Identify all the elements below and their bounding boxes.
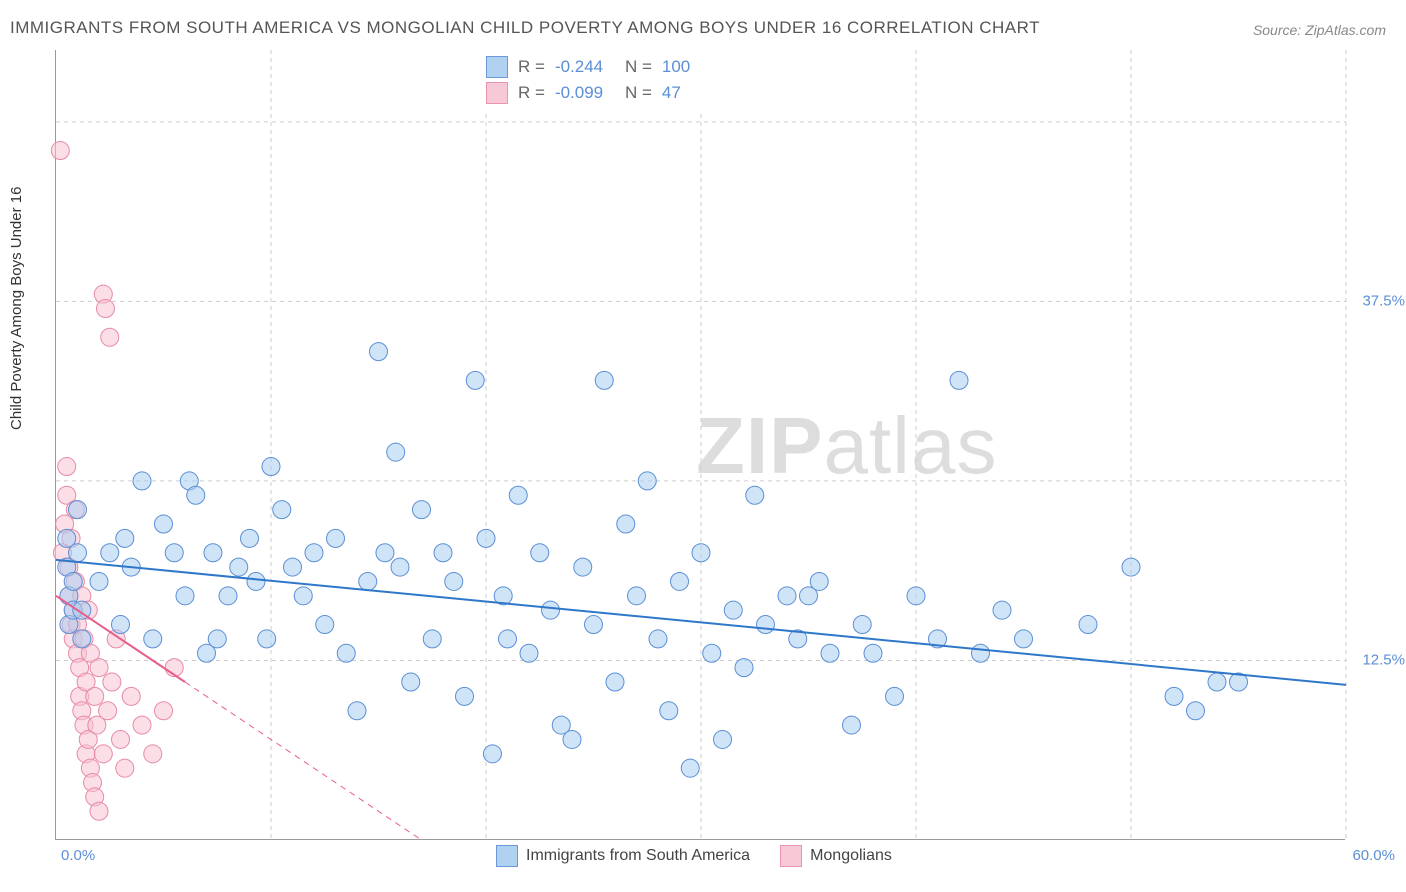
- swatch-pink-2: [780, 845, 802, 867]
- stats-row-blue: R = -0.244 N = 100: [486, 54, 722, 80]
- source-attribution: Source: ZipAtlas.com: [1253, 22, 1386, 38]
- r-label-2: R =: [518, 83, 545, 103]
- x-tick-label-min: 0.0%: [61, 847, 95, 864]
- chart-title: IMMIGRANTS FROM SOUTH AMERICA VS MONGOLI…: [10, 18, 1040, 38]
- scatter-svg: [56, 50, 1345, 839]
- chart-plot-area: ZIPatlas R = -0.244 N = 100 R = -0.099 N…: [55, 50, 1345, 840]
- legend-label-blue: Immigrants from South America: [526, 847, 750, 865]
- bottom-legend: Immigrants from South America Mongolians: [496, 845, 892, 867]
- n-value-pink: 47: [662, 83, 722, 103]
- n-value-blue: 100: [662, 57, 722, 77]
- swatch-blue-2: [496, 845, 518, 867]
- r-value-pink: -0.099: [555, 83, 615, 103]
- y-tick-label: 12.5%: [1350, 652, 1405, 669]
- stats-legend-box: R = -0.244 N = 100 R = -0.099 N = 47: [476, 50, 732, 110]
- r-value-blue: -0.244: [555, 57, 615, 77]
- y-tick-label: 37.5%: [1350, 293, 1405, 310]
- swatch-blue: [486, 56, 508, 78]
- r-label: R =: [518, 57, 545, 77]
- y-axis-label: Child Poverty Among Boys Under 16: [8, 187, 25, 430]
- n-label: N =: [625, 57, 652, 77]
- n-label-2: N =: [625, 83, 652, 103]
- swatch-pink: [486, 82, 508, 104]
- legend-item-blue: Immigrants from South America: [496, 845, 750, 867]
- legend-label-pink: Mongolians: [810, 847, 892, 865]
- legend-item-pink: Mongolians: [780, 845, 892, 867]
- x-tick-label-max: 60.0%: [1352, 847, 1395, 864]
- stats-row-pink: R = -0.099 N = 47: [486, 80, 722, 106]
